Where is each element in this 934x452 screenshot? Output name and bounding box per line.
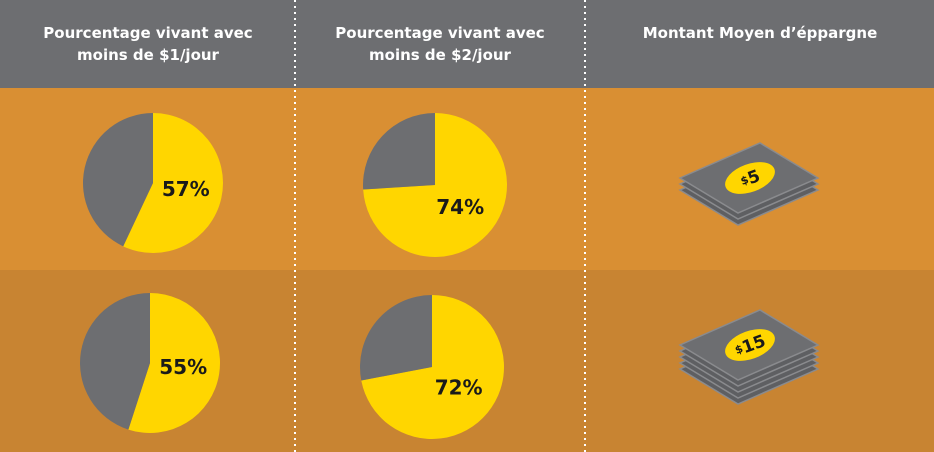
pie-label: 74%	[436, 195, 484, 219]
pie-slice	[363, 113, 507, 257]
header-line: moins de $2/jour	[369, 46, 512, 64]
coin	[725, 162, 775, 194]
pie-slice	[360, 295, 432, 381]
column-header: Pourcentage vivant avec moins de $1/jour	[43, 24, 252, 64]
pie-slice	[361, 295, 505, 439]
column-header: Pourcentage vivant avec moins de $2/jour	[335, 24, 544, 64]
pie-slice	[80, 293, 150, 430]
coin	[725, 329, 775, 361]
header-line: moins de $1/jour	[77, 46, 220, 64]
header-line: Pourcentage vivant avec	[335, 24, 544, 42]
bill-stacks: $5$15	[678, 142, 820, 405]
pie-slice	[123, 113, 224, 253]
pie-label: 57%	[162, 177, 210, 201]
header-line: Pourcentage vivant avec	[43, 24, 252, 42]
currency: $	[733, 342, 745, 357]
pie-slice	[363, 113, 435, 190]
pie-label: 72%	[435, 376, 483, 400]
column-header: Montant Moyen d’éppargne	[643, 24, 878, 42]
header-band	[0, 0, 934, 88]
pie-slice	[83, 113, 153, 247]
currency: $	[739, 173, 751, 188]
pie-slice	[128, 293, 220, 433]
pie-label: 55%	[159, 355, 207, 379]
